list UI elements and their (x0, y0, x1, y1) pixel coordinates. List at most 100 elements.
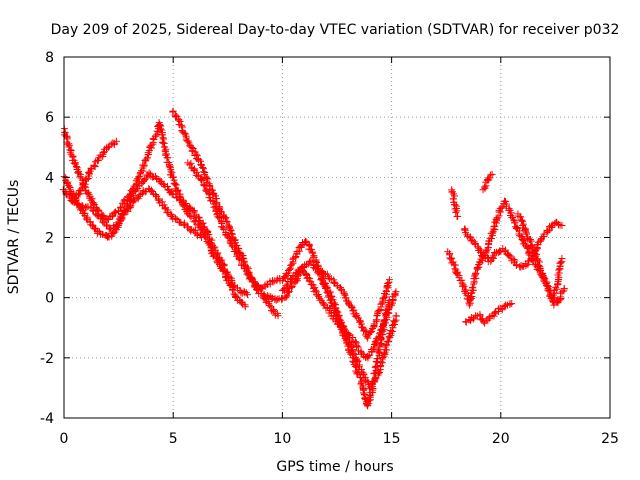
data-point (171, 180, 179, 188)
data-point (517, 232, 525, 240)
data-point (353, 342, 361, 350)
y-tick-label: 0 (45, 291, 54, 307)
data-point (178, 198, 186, 206)
data-point (539, 273, 547, 281)
data-point (366, 328, 374, 336)
data-point (554, 220, 562, 228)
data-point (544, 227, 552, 235)
data-point (518, 235, 526, 243)
data-point (72, 163, 80, 171)
data-point (103, 221, 111, 229)
data-point (444, 248, 452, 256)
data-point (282, 282, 290, 290)
data-point (380, 350, 388, 358)
data-point (333, 315, 341, 323)
data-point (375, 346, 383, 354)
data-point (365, 396, 373, 404)
data-point (385, 276, 393, 284)
data-point (486, 171, 494, 179)
data-point (326, 288, 334, 296)
data-point (140, 161, 148, 169)
data-point (73, 166, 81, 174)
data-point (356, 318, 364, 326)
data-point (110, 210, 118, 218)
data-point (241, 303, 249, 311)
data-point (243, 291, 251, 299)
data-point (453, 270, 461, 278)
data-point (260, 291, 268, 299)
data-point (491, 308, 499, 316)
series-track-1 (60, 119, 249, 311)
data-point (269, 278, 277, 286)
data-point (472, 269, 480, 277)
data-point (340, 290, 348, 298)
data-point (282, 293, 290, 301)
data-point (466, 294, 474, 302)
x-tick-label: 20 (492, 431, 510, 447)
data-point (159, 139, 167, 147)
data-point (488, 229, 496, 237)
data-point (534, 256, 542, 264)
data-point (367, 383, 375, 391)
data-point (88, 221, 96, 229)
data-point (222, 214, 230, 222)
data-point (460, 282, 468, 290)
series-track-2 (59, 169, 251, 299)
data-point (465, 301, 473, 309)
data-point (349, 333, 357, 341)
data-point (269, 307, 277, 315)
data-point (377, 326, 385, 334)
data-point (208, 186, 216, 194)
data-point (500, 302, 508, 310)
data-point (107, 140, 115, 148)
y-tick-label: 6 (45, 110, 54, 126)
data-point (231, 246, 239, 254)
data-point (82, 215, 90, 223)
data-point (330, 278, 338, 286)
x-tick-label: 15 (383, 431, 401, 447)
data-point (543, 282, 551, 290)
data-point (156, 125, 164, 133)
data-point (75, 169, 83, 177)
data-point (243, 270, 251, 278)
data-point (201, 182, 209, 190)
data-point (449, 195, 457, 203)
series-track-15 (479, 170, 496, 194)
data-point (172, 181, 180, 189)
y-tick-label: 8 (45, 50, 54, 66)
data-point (558, 221, 566, 229)
series-track-11 (448, 186, 462, 220)
series-track-12 (444, 197, 566, 309)
data-point (384, 279, 392, 287)
data-point (320, 279, 328, 287)
data-point (504, 251, 512, 259)
data-point (88, 195, 96, 203)
data-point (142, 155, 150, 163)
x-axis-label: GPS time / hours (276, 459, 393, 475)
data-point (145, 169, 153, 177)
data-point (377, 300, 385, 308)
data-point (177, 121, 185, 129)
data-point (522, 227, 530, 235)
data-point (127, 202, 135, 210)
data-point (323, 284, 331, 292)
data-point (168, 211, 176, 219)
data-point (350, 349, 358, 357)
chart-title: Day 209 of 2025, Sidereal Day-to-day VTE… (51, 22, 620, 38)
data-point (479, 315, 487, 323)
data-point (349, 346, 357, 354)
data-point (453, 212, 461, 220)
data-point (388, 328, 396, 336)
data-point (283, 292, 291, 300)
data-point (305, 277, 313, 285)
data-point (358, 379, 366, 387)
y-axis-label: SDTVAR / TECUs (6, 180, 22, 295)
data-point (173, 112, 181, 120)
data-point (142, 174, 150, 182)
data-point (76, 173, 84, 181)
data-point (481, 183, 489, 191)
data-point (469, 283, 477, 291)
data-point (172, 215, 180, 223)
data-point (477, 248, 485, 256)
